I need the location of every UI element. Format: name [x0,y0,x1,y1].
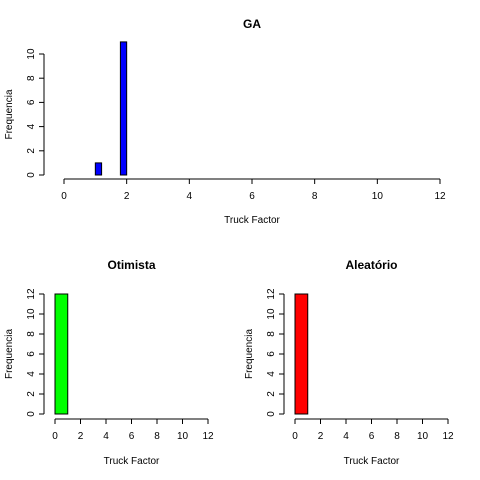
x-tick-label-otimista-10: 10 [177,431,189,442]
y-axis-label-ga: Frequencia [4,89,15,139]
y-tick-label-otimista-2: 2 [26,391,37,397]
y-tick-label-aleatorio-10: 10 [266,308,277,320]
y-tick-label-aleatorio-6: 6 [266,351,277,357]
y-tick-label-ga-8: 8 [26,75,37,81]
y-tick-label-otimista-12: 12 [26,288,37,300]
y-tick-label-ga-0: 0 [26,172,37,178]
y-tick-label-aleatorio-0: 0 [266,411,277,417]
chart-aleatorio: Aleatório 0 2 4 6 8 10 12 0 2 4 6 8 10 12 Truck Factor F… [244,258,454,467]
y-tick-label-aleatorio-4: 4 [266,371,277,377]
chart-title-ga: GA [243,17,261,31]
y-tick-label-otimista-8: 8 [26,331,37,337]
x-tick-label-otimista-2: 2 [78,431,84,442]
y-tick-label-aleatorio-2: 2 [266,391,277,397]
x-tick-label-aleatorio-2: 2 [318,431,324,442]
x-tick-label-aleatorio-8: 8 [394,431,400,442]
x-tick-label-otimista-0: 0 [52,431,58,442]
y-tick-label-otimista-6: 6 [26,351,37,357]
y-tick-label-otimista-0: 0 [26,411,37,417]
chart-title-otimista: Otimista [107,258,155,272]
x-tick-label-aleatorio-6: 6 [369,431,375,442]
x-tick-label-otimista-12: 12 [202,431,214,442]
chart-ga: GA 0 2 4 6 8 10 12 0 2 4 6 8 10 Truck Factor Frequencia [4,17,446,226]
x-tick-label-ga-8: 8 [312,191,318,202]
x-tick-label-aleatorio-0: 0 [292,431,298,442]
y-tick-label-aleatorio-8: 8 [266,331,277,337]
bar-ga-2 [119,41,128,176]
x-tick-label-ga-12: 12 [434,191,446,202]
x-tick-label-ga-0: 0 [61,191,67,202]
y-tick-label-ga-10: 10 [26,48,37,60]
y-tick-label-aleatorio-12: 12 [266,288,277,300]
x-tick-label-aleatorio-4: 4 [343,431,349,442]
y-tick-label-ga-6: 6 [26,99,37,105]
y-tick-label-otimista-10: 10 [26,308,37,320]
x-tick-label-ga-4: 4 [187,191,193,202]
x-tick-label-ga-10: 10 [372,191,384,202]
x-axis-label-otimista: Truck Factor [104,456,160,467]
chart-title-aleatorio: Aleatório [345,258,397,272]
x-tick-label-aleatorio-10: 10 [417,431,429,442]
x-tick-label-otimista-4: 4 [103,431,109,442]
y-tick-label-ga-4: 4 [26,123,37,129]
x-tick-label-ga-6: 6 [249,191,255,202]
x-tick-label-otimista-6: 6 [129,431,135,442]
bar-otimista-0 [54,293,69,415]
bar-aleatorio-0 [294,293,309,415]
x-axis-label-aleatorio: Truck Factor [344,456,400,467]
y-axis-label-aleatorio: Frequencia [244,329,255,379]
x-tick-label-aleatorio-12: 12 [442,431,454,442]
bar-ga-0 [94,162,103,176]
x-tick-label-otimista-8: 8 [154,431,160,442]
x-tick-label-ga-2: 2 [124,191,130,202]
y-axis-label-otimista: Frequencia [4,329,15,379]
y-tick-label-otimista-4: 4 [26,371,37,377]
y-tick-label-ga-2: 2 [26,148,37,154]
chart-otimista: Otimista 0 2 4 6 8 10 12 0 2 4 6 8 10 12 Truck Factor Fr… [4,258,214,467]
x-axis-label-ga: Truck Factor [224,215,280,226]
